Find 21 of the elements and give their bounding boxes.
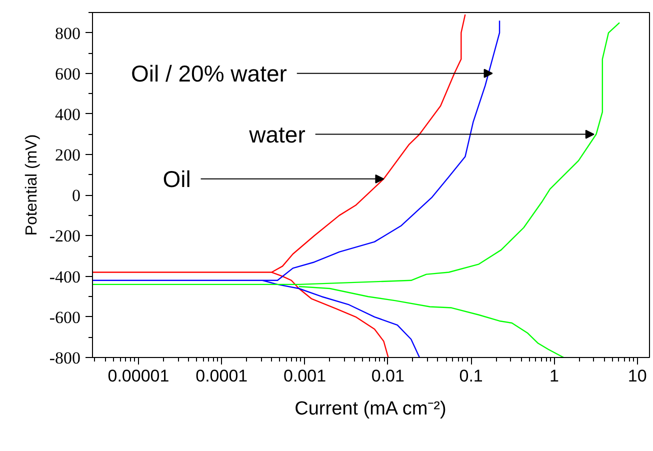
x-tick-label: 10	[628, 366, 647, 386]
x-axis-title: Current (mA cm⁻²)	[294, 398, 446, 420]
y-tick-label: -200	[49, 226, 81, 246]
x-tick-label: 0.1	[459, 366, 483, 386]
y-tick-label: -800	[49, 348, 81, 368]
y-tick-label: 0	[72, 186, 80, 206]
y-tick-label: -600	[49, 308, 81, 327]
x-tick-label: 0.01	[371, 366, 404, 386]
y-tick-label: -400	[49, 267, 81, 286]
y-tick-label: 400	[55, 104, 80, 124]
y-axis-title: Potential (mV)	[23, 134, 40, 236]
annotation: Oil / 20% water	[130, 60, 288, 86]
y-tick-label: 800	[55, 24, 80, 43]
x-tick-label: 0.001	[283, 366, 326, 386]
x-tick-label: 0.0001	[196, 366, 248, 386]
y-tick-label: 200	[55, 146, 80, 165]
annotation: Oil	[162, 166, 191, 192]
x-tick-label: 1	[549, 366, 559, 386]
y-tick-label: 600	[55, 64, 80, 84]
annotation: water	[248, 121, 306, 148]
x-tick-label: 0.00001	[108, 366, 170, 386]
